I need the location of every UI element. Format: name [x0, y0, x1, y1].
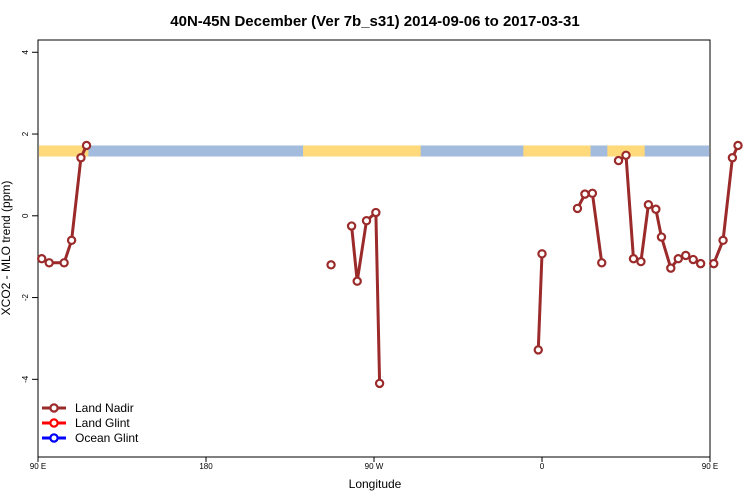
- y-tick-label: 2: [21, 131, 30, 136]
- data-point: [681, 250, 691, 261]
- series-line: [536, 253, 544, 350]
- x-tick-label: 90 E: [702, 462, 718, 471]
- data-point: [346, 221, 357, 231]
- y-tick-label: -2: [21, 293, 30, 301]
- data-point: [673, 254, 683, 264]
- data-point: [628, 254, 639, 264]
- legend-marker: [49, 418, 59, 428]
- data-point: [621, 150, 631, 160]
- data-point: [81, 140, 92, 151]
- data-point: [533, 345, 543, 355]
- y-axis-label: XCO2 - MLO trend (ppm): [0, 181, 13, 316]
- data-point: [371, 207, 381, 218]
- data-point: [572, 203, 583, 214]
- y-tick-label: -4: [21, 375, 30, 383]
- data-point: [695, 258, 706, 269]
- data-point: [636, 256, 646, 267]
- data-point: [326, 260, 336, 270]
- data-point: [352, 276, 362, 286]
- series-line: [712, 144, 740, 265]
- data-point: [718, 235, 728, 246]
- data-point: [688, 254, 698, 265]
- data-point: [666, 263, 676, 273]
- data-point: [76, 153, 86, 163]
- data-point: [733, 140, 743, 151]
- data-point: [537, 249, 547, 259]
- x-tick-label: 0: [540, 462, 545, 471]
- x-tick-label: 90 E: [30, 462, 46, 471]
- y-axis: -4 -2 0 2 4: [21, 49, 38, 383]
- data-point: [643, 200, 654, 210]
- data-point: [613, 155, 624, 166]
- strip-land: [523, 145, 591, 157]
- data-point: [709, 258, 719, 269]
- legend-label: Land Nadir: [75, 401, 134, 415]
- legend-label: Land Glint: [75, 416, 130, 430]
- series-line: [576, 191, 604, 264]
- strip-land: [39, 145, 89, 157]
- data-point: [66, 235, 77, 246]
- surface-strip: [39, 145, 709, 157]
- legend-marker: [49, 433, 59, 443]
- x-tick-label: 180: [199, 462, 213, 471]
- legend-label: Ocean Glint: [75, 431, 139, 445]
- data-series: [37, 140, 743, 389]
- data-point: [587, 188, 598, 199]
- x-axis-label: Longitude: [349, 477, 402, 491]
- data-point: [727, 153, 738, 163]
- series-line: [350, 211, 382, 384]
- data-point: [361, 215, 372, 226]
- data-point: [59, 258, 69, 268]
- chart-title: 40N-45N December (Ver 7b_s31) 2014-09-06…: [170, 13, 579, 30]
- x-tick-label: 90 W: [365, 462, 384, 471]
- data-point: [37, 254, 47, 264]
- data-point: [44, 258, 54, 268]
- y-tick-label: 0: [21, 213, 30, 218]
- strip-land: [303, 145, 421, 157]
- data-point: [651, 204, 661, 214]
- data-point: [374, 378, 385, 389]
- legend-marker: [49, 403, 59, 413]
- data-point: [580, 189, 590, 199]
- series-line: [41, 144, 88, 265]
- x-axis: 90 E 180 90 W 0 90 E: [30, 457, 718, 471]
- data-point: [656, 232, 667, 242]
- data-point: [597, 258, 607, 268]
- plot-frame: [37, 39, 711, 458]
- y-tick-label: 4: [21, 49, 30, 54]
